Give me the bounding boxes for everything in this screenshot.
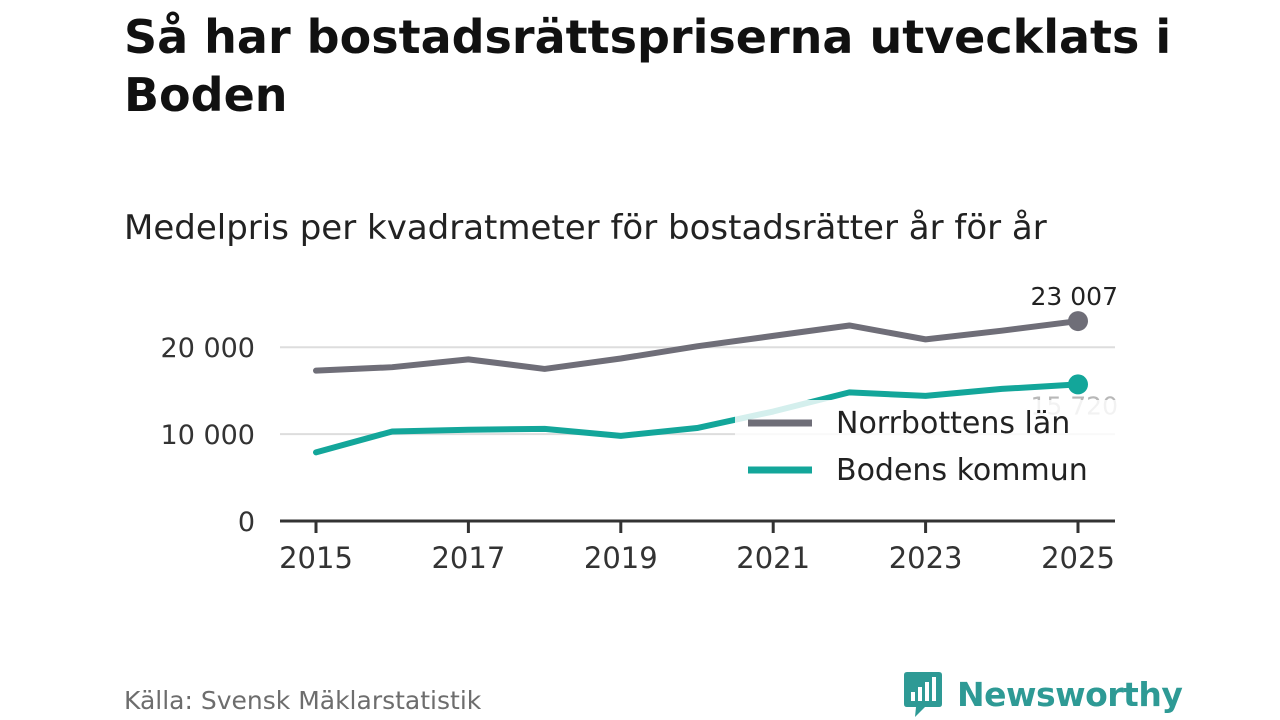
x-tick-label: 2025 bbox=[1041, 541, 1115, 575]
x-tick-label: 2019 bbox=[584, 541, 658, 575]
brand-name: Newsworthy bbox=[957, 674, 1183, 714]
x-tick-label: 2015 bbox=[279, 541, 353, 575]
legend-label-region: Norrbottens län bbox=[836, 406, 1070, 441]
y-tick-label: 20 000 bbox=[161, 333, 255, 364]
chart-subtitle: Medelpris per kvadratmeter för bostadsrä… bbox=[124, 208, 1047, 248]
x-tick-label: 2017 bbox=[431, 541, 505, 575]
x-tick-label: 2021 bbox=[736, 541, 810, 575]
series-line-municipality bbox=[313, 381, 1081, 456]
source-note: Källa: Svensk Mäklarstatistik bbox=[124, 686, 482, 715]
end-marker-municipality bbox=[1068, 374, 1088, 395]
legend-label-municipality: Bodens kommun bbox=[836, 453, 1088, 488]
chart-title: Så har bostadsrättspriserna utvecklats i… bbox=[124, 10, 1172, 122]
y-tick-label: 0 bbox=[238, 507, 255, 538]
end-label-region: 23 007 bbox=[1031, 282, 1118, 311]
series-line-region bbox=[313, 318, 1081, 374]
newsworthy-logo-icon bbox=[904, 672, 942, 717]
y-tick-label: 10 000 bbox=[161, 420, 255, 451]
legend-background bbox=[735, 400, 1117, 500]
x-tick-label: 2023 bbox=[889, 541, 963, 575]
brand-logo: Newsworthy bbox=[903, 670, 1183, 718]
end-marker-region bbox=[1068, 311, 1088, 332]
